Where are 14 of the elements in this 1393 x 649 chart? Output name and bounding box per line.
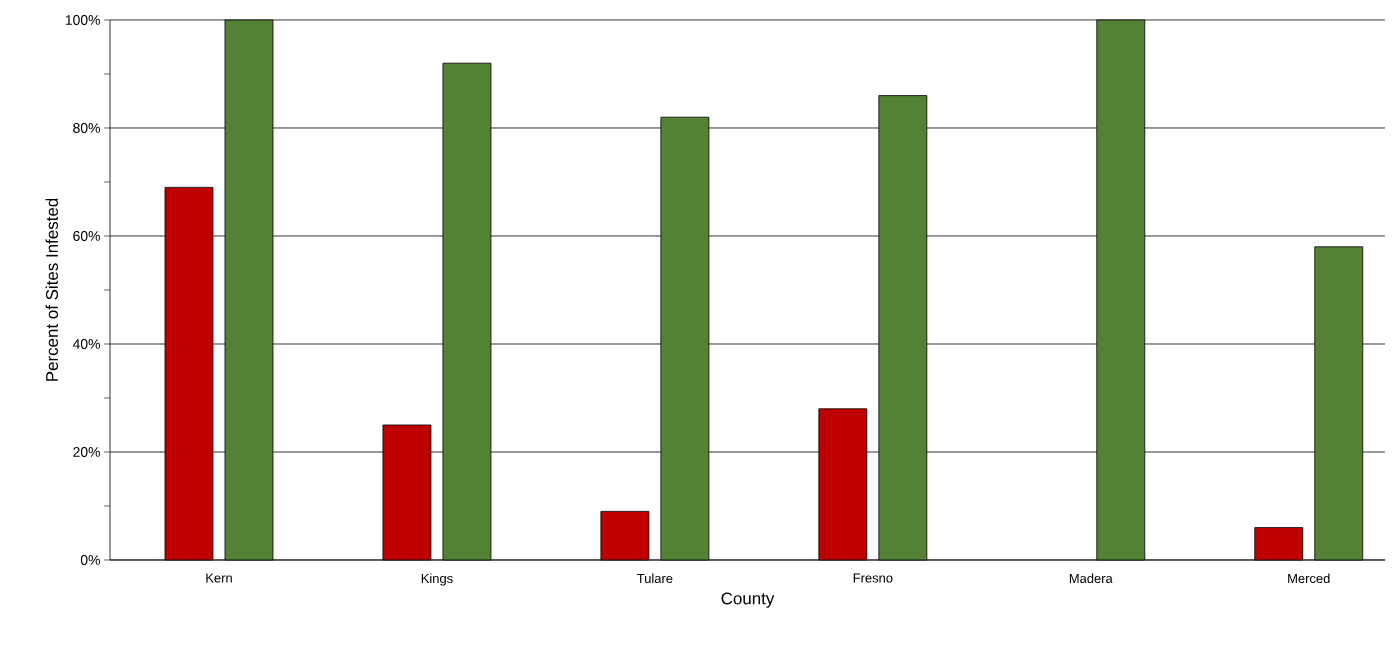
x-tick-label: Fresno (853, 573, 893, 583)
y-tick-label: 100% (65, 15, 100, 25)
y-tick-label: 0% (80, 555, 100, 565)
y-tick-label: 60% (73, 231, 100, 241)
y-tick-label: 40% (72, 339, 100, 349)
x-tick-label: Merced (1288, 573, 1330, 584)
x-axis-title: County (721, 592, 775, 608)
x-tick-label: Kings (421, 573, 453, 586)
x-tick-label: Madera (1069, 573, 1113, 584)
x-tick-label: Tulare (637, 573, 673, 584)
y-tick-label: 80% (73, 123, 100, 133)
y-axis-title: Percent of Sites Infested (45, 198, 58, 381)
y-tick-label: 20% (73, 447, 100, 457)
x-tick-label: Kern (206, 573, 232, 583)
